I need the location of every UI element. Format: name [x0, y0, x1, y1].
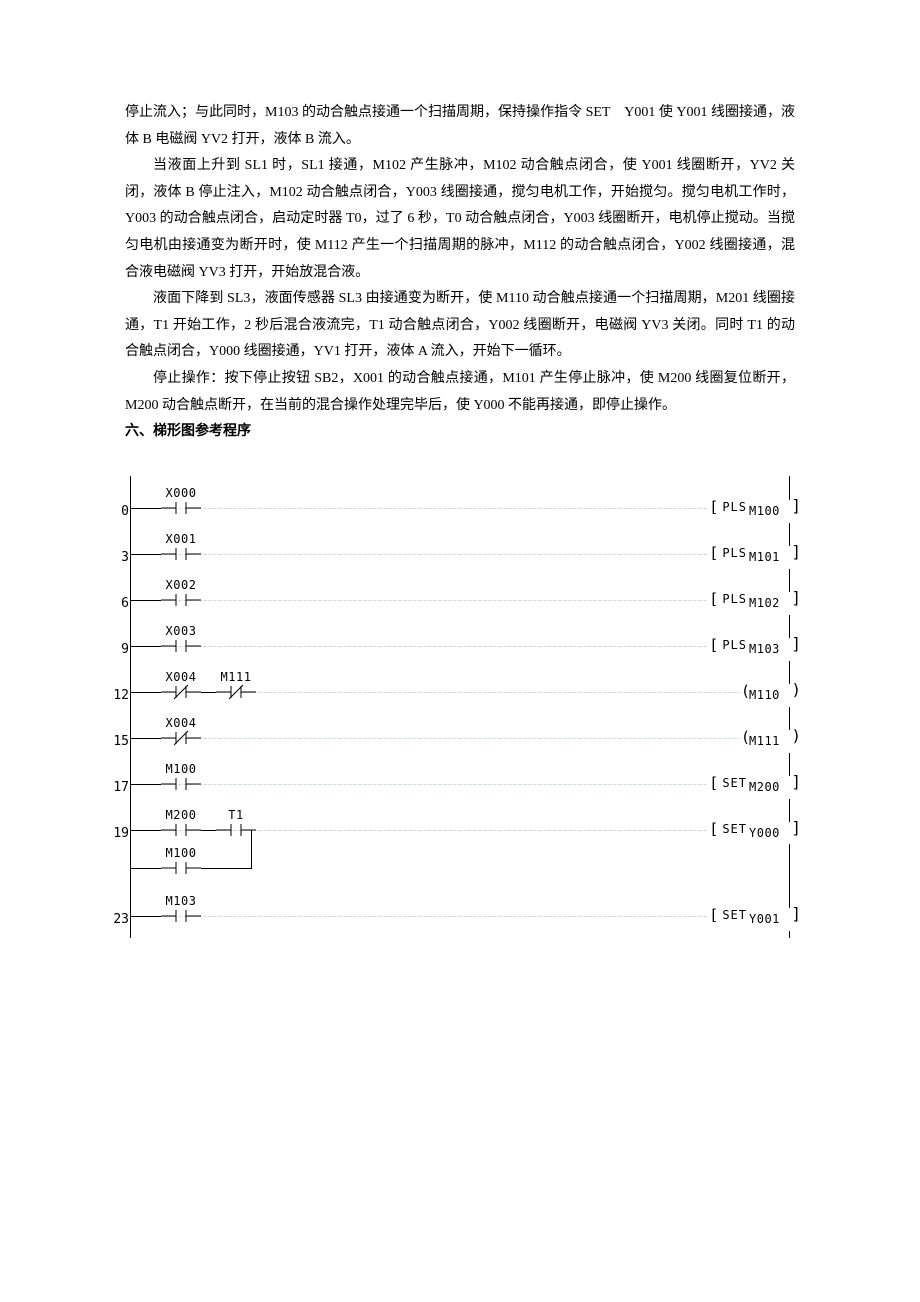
ladder-rung-17: 17M100 [SETM200]	[130, 760, 790, 798]
para-3: 液面下降到 SL3，液面传感器 SL3 由接通变为断开，使 M110 动合触点接…	[125, 286, 795, 366]
nc-contact-icon	[216, 684, 256, 700]
ladder-rung-3: 3X001 [PLSM101]	[130, 530, 790, 568]
output-close-icon: ]	[791, 636, 801, 652]
ladder-rung-0: 0X000 [PLSM100]	[130, 484, 790, 522]
ladder-rung-23: 23M103 [SETY001]	[130, 892, 790, 930]
heading-6: 六、梯形图参考程序	[125, 419, 795, 446]
ladder-rung-19: 19M200 T1 [SETY000]	[130, 806, 790, 844]
ladder-rung-9: 9X003 [PLSM103]	[130, 622, 790, 660]
step-number: 17	[113, 776, 129, 801]
output-target: M111	[749, 730, 793, 753]
para-4: 停止操作：按下停止按钮 SB2，X001 的动合触点接通，M101 产生停止脉冲…	[125, 366, 795, 419]
nc-contact-icon	[161, 684, 201, 700]
output-target: M102	[749, 592, 793, 615]
output-instr-SET: [SET	[707, 820, 749, 840]
step-number: 19	[113, 822, 129, 847]
ladder-branch: M100	[130, 844, 790, 884]
ladder-rung-6: 6X002 [PLSM102]	[130, 576, 790, 614]
no-contact-icon	[161, 908, 201, 924]
step-number: 15	[113, 730, 129, 755]
para-2: 当液面上升到 SL1 时，SL1 接通，M102 产生脉冲，M102 动合触点闭…	[125, 153, 795, 286]
output-close-icon: ]	[791, 590, 801, 606]
output-target: Y000	[749, 822, 793, 845]
output-target: M200	[749, 776, 793, 799]
step-number: 0	[113, 500, 129, 525]
output-close-icon: ]	[791, 906, 801, 922]
no-contact-icon	[161, 638, 201, 654]
output-close-icon: ]	[791, 820, 801, 836]
ladder-rung-15: 15X004 (M111)	[130, 714, 790, 752]
output-instr-SET: [SET	[707, 774, 749, 794]
output-instr-SET: [SET	[707, 906, 749, 926]
no-contact-icon	[161, 546, 201, 562]
output-target: M103	[749, 638, 793, 661]
output-close-icon: )	[791, 728, 801, 744]
output-instr-PLS: [PLS	[707, 498, 749, 518]
output-target: M100	[749, 500, 793, 523]
no-contact-icon	[161, 592, 201, 608]
para-1: 停止流入；与此同时，M103 的动合触点接通一个扫描周期，保持操作指令 SET …	[125, 100, 795, 153]
output-close-icon: )	[791, 682, 801, 698]
output-target: Y001	[749, 908, 793, 931]
ladder-rung-12: 12X004 M111 (M110)	[130, 668, 790, 706]
step-number: 23	[113, 908, 129, 933]
nc-contact-icon	[161, 730, 201, 746]
no-contact-icon	[161, 822, 201, 838]
output-instr-PLS: [PLS	[707, 590, 749, 610]
no-contact-icon	[161, 860, 201, 876]
no-contact-icon	[161, 776, 201, 792]
no-contact-icon	[161, 500, 201, 516]
step-number: 9	[113, 638, 129, 663]
output-target: M110	[749, 684, 793, 707]
output-instr-PLS: [PLS	[707, 544, 749, 564]
output-target: M101	[749, 546, 793, 569]
output-instr-PLS: [PLS	[707, 636, 749, 656]
step-number: 12	[113, 684, 129, 709]
step-number: 6	[113, 592, 129, 617]
output-close-icon: ]	[791, 498, 801, 514]
ladder-diagram: 0X000 [PLSM100] 3X001 [PLSM101] 6X002 [PLS…	[125, 476, 795, 938]
output-close-icon: ]	[791, 544, 801, 560]
step-number: 3	[113, 546, 129, 571]
no-contact-icon	[216, 822, 256, 838]
output-close-icon: ]	[791, 774, 801, 790]
